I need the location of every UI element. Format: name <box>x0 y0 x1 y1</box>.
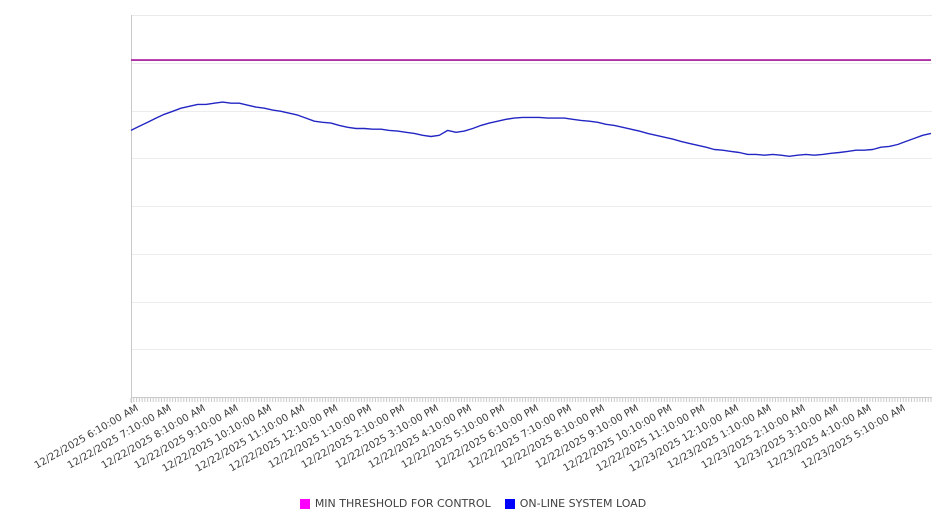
legend-label-system-load: ON-LINE SYSTEM LOAD <box>519 497 647 510</box>
legend-label-min-threshold: MIN THRESHOLD FOR CONTROL <box>314 497 491 510</box>
legend: MIN THRESHOLD FOR CONTROL ON-LINE SYSTEM… <box>0 497 946 510</box>
legend-swatch-blue <box>504 498 515 509</box>
system-load-line <box>130 101 932 158</box>
legend-item-system-load[interactable]: ON-LINE SYSTEM LOAD <box>504 497 647 510</box>
legend-swatch-magenta <box>299 498 310 509</box>
legend-item-min-threshold[interactable]: MIN THRESHOLD FOR CONTROL <box>299 497 491 510</box>
